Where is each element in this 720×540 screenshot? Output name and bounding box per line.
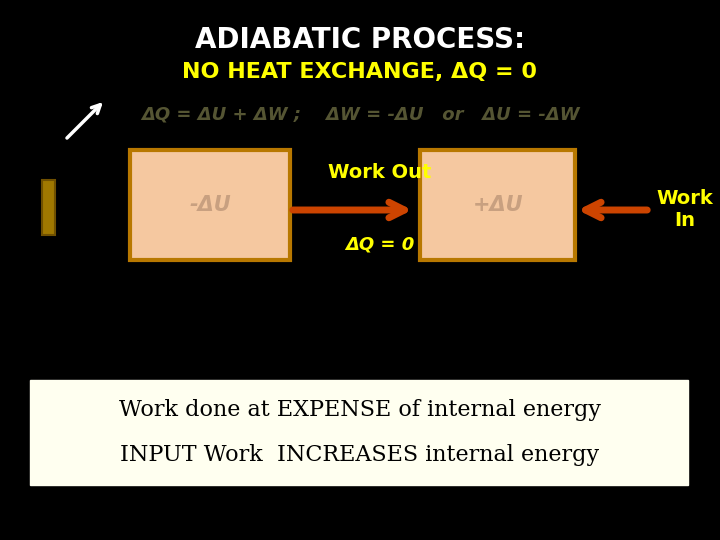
FancyBboxPatch shape [420,150,575,260]
Text: ADIABATIC PROCESS:: ADIABATIC PROCESS: [195,26,525,54]
Text: INPUT Work  INCREASES internal energy: INPUT Work INCREASES internal energy [120,444,600,466]
FancyBboxPatch shape [42,180,55,235]
Text: ΔQ = ΔU + ΔW ;    ΔW = -ΔU   or   ΔU = -ΔW: ΔQ = ΔU + ΔW ; ΔW = -ΔU or ΔU = -ΔW [140,106,580,124]
Text: Work
In: Work In [657,190,714,231]
Text: NO HEAT EXCHANGE, ΔQ = 0: NO HEAT EXCHANGE, ΔQ = 0 [182,62,538,82]
FancyBboxPatch shape [30,380,688,485]
FancyBboxPatch shape [130,150,290,260]
Text: +ΔU: +ΔU [473,195,523,215]
Text: Work done at EXPENSE of internal energy: Work done at EXPENSE of internal energy [119,399,601,421]
Text: Work Out: Work Out [328,163,432,181]
Text: -ΔU: -ΔU [189,195,231,215]
Text: ΔQ = 0: ΔQ = 0 [346,236,415,254]
